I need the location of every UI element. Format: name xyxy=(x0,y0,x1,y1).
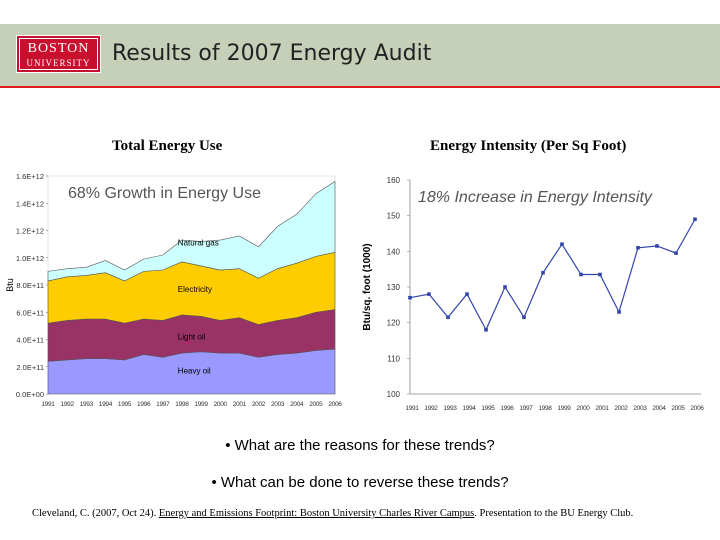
chart2-data-point xyxy=(484,328,488,332)
page-title: Results of 2007 Energy Audit xyxy=(112,41,432,66)
chart2-y-axis-label: Btu/sq. foot (1000) xyxy=(362,243,373,330)
chart2-x-tick-label: 2001 xyxy=(595,405,609,412)
chart2-data-point xyxy=(408,295,412,300)
chart2-y-tick-label: 120 xyxy=(387,319,401,328)
chart2-x-tick-label: 1997 xyxy=(519,405,533,412)
chart1-x-tick-label: 1994 xyxy=(99,401,113,408)
header-divider xyxy=(0,86,720,88)
chart2-x-tick-label: 2003 xyxy=(633,405,647,412)
chart2-title: Energy Intensity (Per Sq Foot) xyxy=(430,138,627,154)
chart2-data-point xyxy=(541,270,545,275)
chart1-y-tick-label: 1.6E+12 xyxy=(16,172,44,181)
chart2-y-tick-label: 150 xyxy=(387,212,401,221)
chart1-x-tick-label: 2000 xyxy=(214,401,228,408)
logo-text-university: UNIVERSITY xyxy=(26,58,91,68)
chart1-series-label-electricity: Electricity xyxy=(178,285,212,294)
chart2-x-tick-label: 2002 xyxy=(614,405,628,412)
chart2-data-point xyxy=(427,292,431,296)
chart1-series-label-natural-gas: Natural gas xyxy=(178,238,219,247)
chart2-data-point xyxy=(674,251,678,255)
chart1-x-tick-label: 1995 xyxy=(118,401,132,408)
chart2-data-point xyxy=(693,217,697,222)
chart2-x-tick-label: 2000 xyxy=(576,405,590,412)
chart1-y-tick-label: 1.4E+12 xyxy=(16,199,44,208)
chart2-x-tick-label: 2004 xyxy=(652,405,666,412)
chart2-data-point xyxy=(446,315,450,320)
chart2-data-point xyxy=(503,285,507,289)
chart1-x-tick-label: 1999 xyxy=(194,401,208,408)
chart2-y-tick-label: 140 xyxy=(387,247,401,256)
chart2-data-point xyxy=(636,245,640,250)
chart2-x-tick-label: 1994 xyxy=(462,405,476,412)
chart1-y-tick-label: 6.0E+11 xyxy=(16,308,44,317)
chart2-x-tick-label: 2006 xyxy=(690,405,704,412)
chart2-x-tick-label: 1995 xyxy=(481,405,495,412)
chart1-x-tick-label: 2006 xyxy=(328,401,342,408)
boston-university-logo: BOSTON UNIVERSITY xyxy=(16,35,101,73)
chart1-y-tick-label: 8.0E+11 xyxy=(16,281,44,290)
chart2-series-line xyxy=(409,218,696,332)
chart1-y-axis-label: Btu xyxy=(5,278,15,292)
header-band xyxy=(0,24,720,86)
chart2-annotation: 18% Increase in Energy Intensity xyxy=(418,189,653,206)
chart1-area-natural-gas xyxy=(47,180,336,282)
chart2-x-tick-label: 1999 xyxy=(557,405,571,412)
chart2-x-tick-label: 1998 xyxy=(538,405,552,412)
chart2-data-point xyxy=(617,310,621,314)
chart1-y-tick-label: 1.0E+12 xyxy=(16,254,44,263)
chart1-x-tick-label: 2001 xyxy=(233,401,247,408)
chart1-y-tick-label: 1.2E+12 xyxy=(16,227,44,236)
bullet-reverse: • What can be done to reverse these tren… xyxy=(211,474,509,491)
logo-frame: BOSTON UNIVERSITY xyxy=(19,38,98,70)
chart1-x-tick-label: 1996 xyxy=(137,401,151,408)
chart1-x-tick-label: 2005 xyxy=(309,401,323,408)
chart2-y-tick-label: 160 xyxy=(387,176,401,185)
chart1-x-tick-label: 1992 xyxy=(61,401,75,408)
chart1-series-label-heavy-oil: Heavy oil xyxy=(178,367,211,376)
chart2-y-tick-label: 100 xyxy=(387,390,401,399)
chart1-y-tick-label: 0.0E+00 xyxy=(16,390,44,399)
chart1-y-tick-label: 2.0E+11 xyxy=(16,363,44,372)
chart2-x-tick-label: 2005 xyxy=(671,405,685,412)
chart1-x-tick-label: 2004 xyxy=(290,401,304,408)
chart1-x-tick-label: 1991 xyxy=(41,401,55,408)
chart1-x-tick-label: 1997 xyxy=(156,401,170,408)
chart2-x-tick-label: 1991 xyxy=(405,405,419,412)
citation: Cleveland, C. (2007, Oct 24). Energy and… xyxy=(32,507,692,520)
chart1-x-tick-label: 1998 xyxy=(175,401,189,408)
chart2-data-point xyxy=(655,244,659,248)
chart2-data-point xyxy=(465,292,469,296)
chart1-title: Total Energy Use xyxy=(112,138,223,154)
chart1-y-tick-label: 4.0E+11 xyxy=(16,336,44,345)
chart2-x-tick-label: 1993 xyxy=(443,405,457,412)
chart2-data-point xyxy=(579,272,583,277)
citation-prefix: Cleveland, C. (2007, Oct 24). xyxy=(32,508,159,519)
bullet-reasons: • What are the reasons for these trends? xyxy=(225,437,495,454)
chart2-data-point xyxy=(560,242,564,246)
chart1-x-tick-label: 2002 xyxy=(252,401,266,408)
chart1-x-tick-label: 2003 xyxy=(271,401,285,408)
chart2-x-tick-label: 1992 xyxy=(424,405,438,412)
chart2-y-tick-label: 130 xyxy=(387,283,401,292)
citation-link[interactable]: Energy and Emissions Footprint: Boston U… xyxy=(158,508,475,519)
citation-suffix: . Presentation to the BU Energy Club. xyxy=(474,508,634,519)
chart1-x-tick-label: 1993 xyxy=(80,401,94,408)
chart1-annotation: 68% Growth in Energy Use xyxy=(68,185,261,202)
chart2-data-point xyxy=(522,315,526,320)
chart2-x-tick-label: 1996 xyxy=(500,405,514,412)
chart2-y-tick-label: 110 xyxy=(387,354,400,363)
chart1-series-label-light-oil: Light oil xyxy=(178,333,206,342)
logo-text-boston: BOSTON xyxy=(27,41,90,56)
chart2-data-point xyxy=(598,272,602,277)
